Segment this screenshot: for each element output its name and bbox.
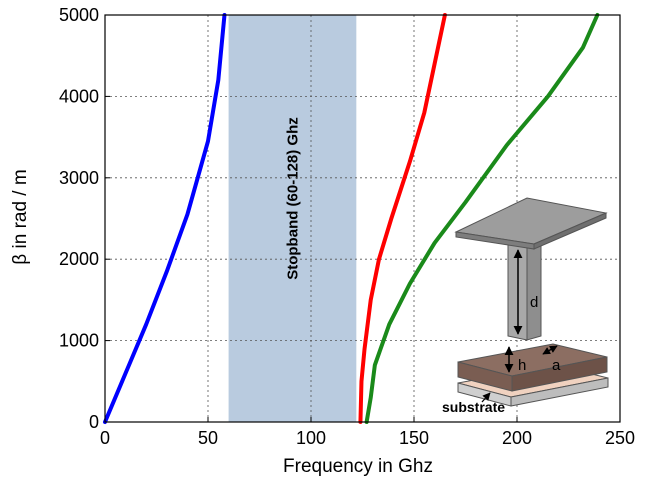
x-tick-label: 50 <box>198 428 218 448</box>
series-line-2 <box>358 13 447 424</box>
x-tick-label: 250 <box>605 428 635 448</box>
y-tick-label: 0 <box>89 412 99 432</box>
x-tick-labels: 0 50 100 150 200 250 <box>100 417 635 448</box>
stopband-label: Stopband (60-128) Ghz <box>284 117 301 280</box>
ground-block-side <box>511 356 608 392</box>
inset-label-a: a <box>552 357 561 374</box>
grid-lines <box>105 15 620 422</box>
inset-label-substrate: substrate <box>442 399 505 415</box>
y-tick-labels: 0 1000 2000 3000 4000 5000 <box>59 5 110 432</box>
x-axis-label: Frequency in Ghz <box>283 456 433 477</box>
unit-cell-inset: d h a substrate <box>442 197 609 415</box>
series-lines <box>103 13 600 424</box>
x-tick-label: 0 <box>100 428 110 448</box>
series-line-1 <box>103 13 227 424</box>
plot-frame <box>104 14 621 423</box>
x-tick-label: 200 <box>502 428 532 448</box>
y-axis-label: β in rad / m <box>10 169 31 264</box>
substrate-arrow <box>481 392 491 403</box>
y-tick-label: 3000 <box>59 168 99 188</box>
series-line-3 <box>364 13 600 424</box>
a-arrow <box>542 345 558 355</box>
top-patch-edge-side <box>533 212 607 250</box>
post-side <box>526 239 542 341</box>
y-tick-label: 1000 <box>59 331 99 351</box>
y-tick-label: 5000 <box>59 5 99 25</box>
inset-label-h: h <box>518 357 526 374</box>
x-tick-label: 150 <box>399 428 429 448</box>
substrate-bottom-side <box>510 377 609 407</box>
x-tick-label: 100 <box>296 428 326 448</box>
y-tick-label: 4000 <box>59 86 99 106</box>
stopband-region <box>228 15 357 422</box>
inset-label-d: d <box>530 294 538 311</box>
y-tick-label: 2000 <box>59 249 99 269</box>
